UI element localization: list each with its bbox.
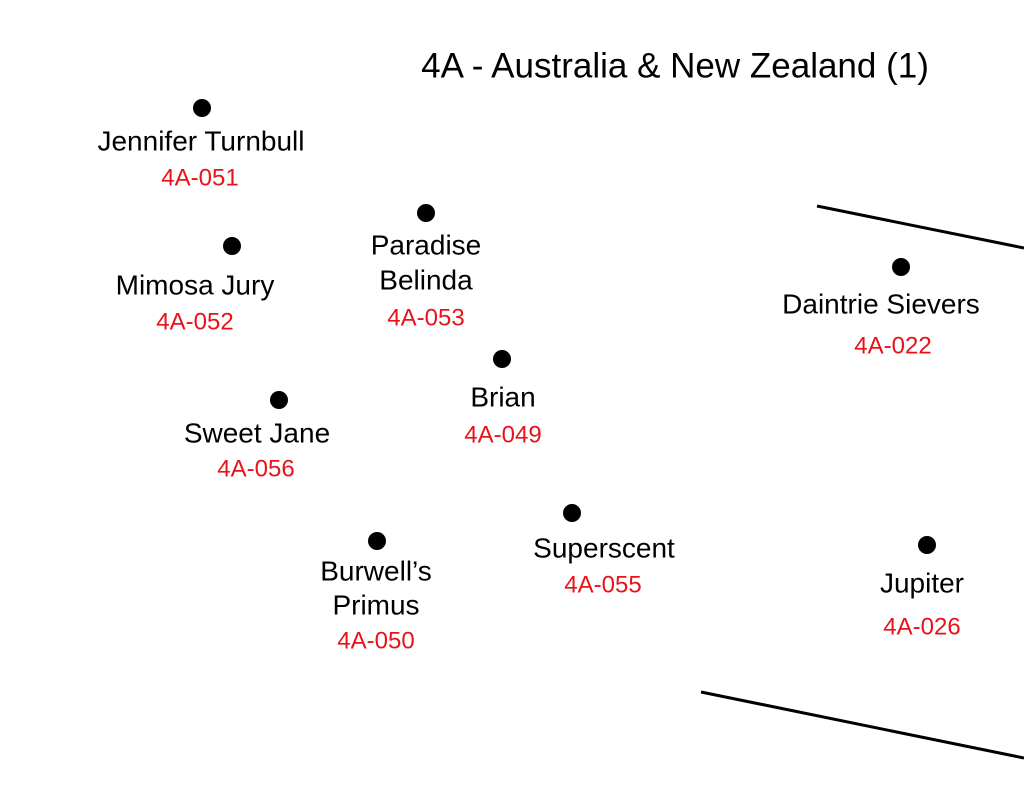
plant-name: Primus <box>332 589 419 620</box>
plant: Burwell’s Primus 4A-050 <box>320 532 432 654</box>
plant: Daintrie Sievers 4A-022 <box>782 258 980 359</box>
plant-name: Superscent <box>533 532 675 563</box>
plant-code: 4A-053 <box>387 304 464 331</box>
plant-name: Jennifer Turnbull <box>97 125 304 156</box>
plant-dot <box>193 99 211 117</box>
plant: Paradise Belinda 4A-053 <box>371 204 482 331</box>
plant-code: 4A-052 <box>156 308 233 335</box>
plant-name: Brian <box>470 381 535 412</box>
plant: Superscent 4A-055 <box>533 504 675 598</box>
plant-dot <box>918 536 936 554</box>
plant: Jupiter 4A-026 <box>880 536 964 640</box>
plant-name: Mimosa Jury <box>116 269 275 300</box>
plant-name: Daintrie Sievers <box>782 288 980 319</box>
map-title: 4A - Australia & New Zealand (1) <box>421 46 929 85</box>
plant-name: Paradise <box>371 229 482 260</box>
plant-name: Sweet Jane <box>184 417 330 448</box>
plant-code: 4A-051 <box>161 164 238 191</box>
plant-dot <box>892 258 910 276</box>
plant-dot <box>270 391 288 409</box>
plant-dot <box>493 350 511 368</box>
plant-dot <box>417 204 435 222</box>
plant: Sweet Jane 4A-056 <box>184 391 330 482</box>
plant-name: Jupiter <box>880 567 964 598</box>
plant-name: Belinda <box>379 264 473 295</box>
plant-name: Burwell’s <box>320 555 432 586</box>
plant: Brian 4A-049 <box>464 350 542 448</box>
plant-dot <box>563 504 581 522</box>
boundary-line <box>816 204 1024 250</box>
plant-code: 4A-026 <box>883 613 960 640</box>
plant-dot <box>368 532 386 550</box>
plant-code: 4A-056 <box>217 455 294 482</box>
plant: Mimosa Jury 4A-052 <box>116 237 275 335</box>
boundary-line <box>700 690 1024 760</box>
plant-code: 4A-022 <box>854 332 931 359</box>
plant-code: 4A-055 <box>564 571 641 598</box>
plant-dot <box>223 237 241 255</box>
plant-code: 4A-050 <box>337 627 414 654</box>
plant: Jennifer Turnbull 4A-051 <box>97 99 305 191</box>
plant-code: 4A-049 <box>464 421 541 448</box>
